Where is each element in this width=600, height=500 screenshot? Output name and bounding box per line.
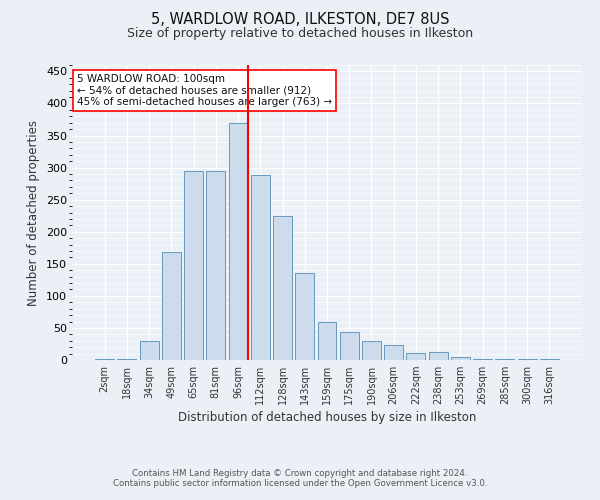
Bar: [229, 122, 248, 360]
Bar: [140, 342, 158, 360]
Bar: [518, 358, 536, 360]
Text: Size of property relative to detached houses in Ilkeston: Size of property relative to detached ho…: [127, 28, 473, 40]
Bar: [406, 353, 425, 360]
Y-axis label: Number of detached properties: Number of detached properties: [28, 120, 40, 306]
Bar: [429, 352, 448, 360]
Bar: [162, 252, 181, 360]
Bar: [317, 322, 337, 360]
Bar: [451, 358, 470, 360]
Text: Contains HM Land Registry data © Crown copyright and database right 2024.: Contains HM Land Registry data © Crown c…: [132, 468, 468, 477]
Text: Contains public sector information licensed under the Open Government Licence v3: Contains public sector information licen…: [113, 478, 487, 488]
Bar: [295, 274, 314, 360]
Bar: [184, 171, 203, 360]
Bar: [273, 216, 292, 360]
Bar: [251, 174, 270, 360]
Bar: [362, 342, 381, 360]
Text: 5 WARDLOW ROAD: 100sqm
← 54% of detached houses are smaller (912)
45% of semi-de: 5 WARDLOW ROAD: 100sqm ← 54% of detached…: [77, 74, 332, 107]
Bar: [540, 358, 559, 360]
Bar: [95, 358, 114, 360]
Text: 5, WARDLOW ROAD, ILKESTON, DE7 8US: 5, WARDLOW ROAD, ILKESTON, DE7 8US: [151, 12, 449, 28]
Bar: [384, 345, 403, 360]
Bar: [206, 171, 225, 360]
Bar: [340, 332, 359, 360]
X-axis label: Distribution of detached houses by size in Ilkeston: Distribution of detached houses by size …: [178, 412, 476, 424]
Bar: [473, 358, 492, 360]
Bar: [118, 358, 136, 360]
